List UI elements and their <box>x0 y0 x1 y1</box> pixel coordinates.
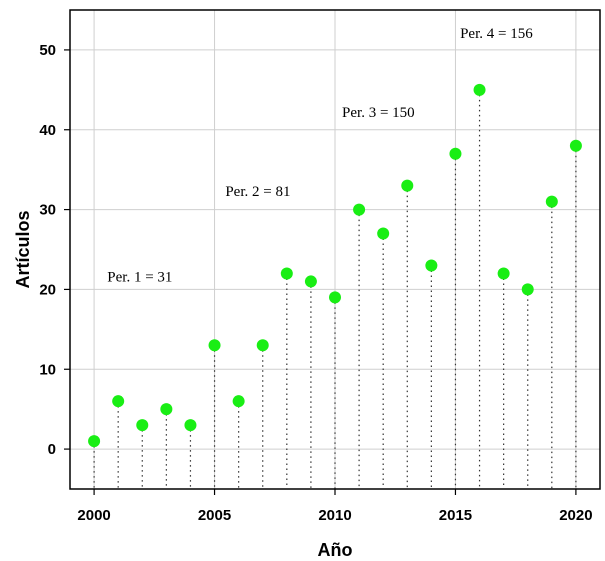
x-tick-label: 2005 <box>198 507 231 524</box>
y-tick-label: 20 <box>39 281 56 298</box>
period-annotation: Per. 3 = 150 <box>342 105 415 121</box>
y-tick-label: 50 <box>39 42 56 59</box>
data-point <box>545 195 558 208</box>
data-point <box>377 227 390 240</box>
data-point <box>88 435 101 448</box>
data-point <box>160 403 173 416</box>
data-point <box>329 291 341 304</box>
x-tick-label: 2015 <box>439 507 472 524</box>
data-point <box>136 419 149 432</box>
data-point <box>401 179 414 192</box>
x-tick-label: 2000 <box>77 507 110 524</box>
axis-ticks: 2000 2005 2010 2015 2020 0 10 20 30 40 50 <box>39 42 592 524</box>
y-tick-label: 40 <box>39 122 56 139</box>
annotations: Per. 1 = 31 Per. 2 = 81 Per. 3 = 150 Per. 4… <box>107 26 533 285</box>
y-tick-label: 10 <box>39 361 56 378</box>
data-point <box>521 283 534 296</box>
data-point <box>184 419 197 432</box>
data-point <box>449 147 462 160</box>
data-point <box>497 267 510 280</box>
x-tick-label: 2020 <box>559 507 592 524</box>
grid <box>70 10 600 489</box>
data-point <box>232 395 245 408</box>
data-point <box>569 139 582 152</box>
y-tick-label: 0 <box>48 441 56 458</box>
y-axis-title: Artículos <box>13 210 33 288</box>
period-annotation: Per. 4 = 156 <box>460 26 533 42</box>
data-point <box>256 339 269 352</box>
data-point <box>112 395 125 408</box>
data-point <box>208 339 221 352</box>
data-point <box>304 275 317 288</box>
x-axis-title: Año <box>318 540 353 560</box>
x-tick-label: 2010 <box>318 507 351 524</box>
y-tick-label: 30 <box>39 202 56 219</box>
period-annotation: Per. 1 = 31 <box>107 269 172 285</box>
period-annotation: Per. 2 = 81 <box>225 184 290 200</box>
data-point <box>280 267 293 280</box>
data-points <box>88 83 582 448</box>
data-point <box>425 259 438 272</box>
data-point <box>473 83 486 96</box>
data-point <box>353 203 366 216</box>
stems <box>93 89 577 489</box>
